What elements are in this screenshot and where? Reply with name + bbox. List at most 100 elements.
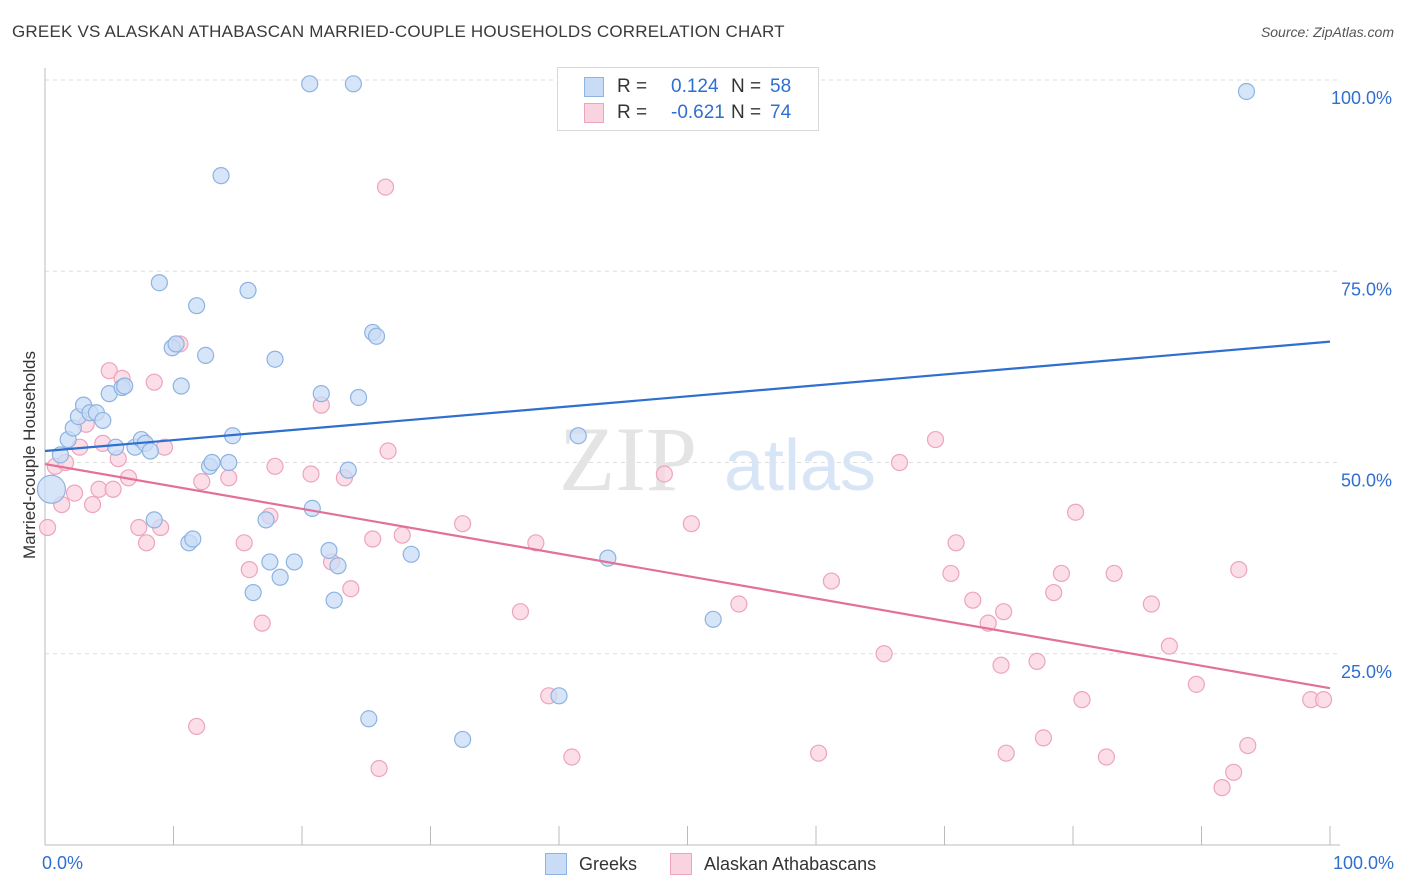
data-point (107, 438, 125, 456)
data-point (1142, 595, 1160, 613)
watermark-zip: ZIP (559, 408, 697, 510)
data-point (184, 530, 202, 548)
chart-title: GREEK VS ALASKAN ATHABASCAN MARRIED-COUP… (12, 22, 785, 41)
data-point (150, 274, 168, 292)
data-point (655, 465, 673, 483)
data-point (193, 473, 211, 491)
data-point (995, 603, 1013, 621)
data-point (197, 346, 215, 364)
n-value: 58 (770, 76, 792, 97)
legend-item-greeks[interactable]: Greeks (545, 852, 637, 876)
data-point (527, 534, 545, 552)
data-point (875, 645, 893, 663)
data-point (320, 541, 338, 560)
watermark-atlas: atlas (724, 426, 876, 506)
data-point (329, 557, 347, 575)
data-point (220, 469, 238, 487)
y-tick-label: 75.0% (1341, 279, 1392, 299)
data-point (342, 580, 360, 598)
data-point (1237, 82, 1256, 101)
y-tick-label: 50.0% (1341, 471, 1392, 491)
data-point (992, 656, 1010, 674)
y-axis-label: Married-couple Households (20, 351, 39, 559)
data-point (370, 759, 388, 778)
data-point (212, 167, 230, 185)
stats-legend: R = 0.124 N = 58 R = -0.621 N = 74 (557, 67, 819, 131)
data-point (1105, 564, 1123, 583)
data-point (550, 687, 568, 705)
data-point (266, 457, 284, 475)
data-point (235, 534, 253, 552)
alaskan-athabascans-trend-line (44, 462, 1331, 690)
data-point (1314, 691, 1333, 709)
y-tick-label: 25.0% (1341, 662, 1392, 682)
data-point (344, 75, 362, 93)
data-point (730, 595, 748, 613)
data-point (188, 297, 206, 315)
r-label: R = (617, 102, 648, 123)
data-point (1160, 637, 1178, 655)
data-point (301, 75, 319, 93)
r-label: R = (617, 76, 648, 97)
data-point (1034, 729, 1053, 747)
data-point (379, 442, 397, 460)
data-point (38, 518, 57, 537)
data-point (569, 427, 587, 445)
data-point (511, 603, 530, 621)
axes (44, 68, 1340, 846)
data-point (261, 553, 279, 571)
data-point (303, 499, 321, 517)
data-point (339, 461, 357, 479)
data-point (100, 362, 118, 380)
data-point (203, 453, 221, 472)
data-point (220, 453, 238, 472)
data-point (947, 534, 965, 552)
data-point (964, 591, 982, 609)
data-point (1230, 560, 1248, 579)
data-point (240, 560, 258, 579)
data-point (1225, 763, 1243, 781)
data-point (145, 511, 163, 529)
data-point (367, 327, 386, 345)
data-point (253, 614, 271, 632)
data-point (376, 178, 395, 196)
data-point (454, 730, 472, 749)
data-point (141, 442, 159, 460)
data-point (266, 350, 284, 368)
data-point (137, 534, 156, 552)
n-label: N = (731, 102, 762, 123)
greeks-trend-line (44, 340, 1331, 453)
data-point (312, 385, 330, 403)
data-point (890, 453, 909, 472)
data-point (393, 526, 411, 544)
data-point (244, 583, 262, 602)
data-point (145, 373, 163, 391)
data-point (563, 748, 581, 766)
legend-item-alaskan-athabascans[interactable]: Alaskan Athabascans (670, 852, 876, 876)
data-point (926, 430, 945, 449)
data-point (349, 388, 368, 407)
data-point (271, 568, 289, 586)
greeks-swatch (584, 77, 604, 97)
x-tick-label: 100.0% (1333, 853, 1394, 873)
r-value: 0.124 (671, 76, 719, 97)
data-point (1239, 736, 1257, 755)
data-point (1073, 691, 1091, 709)
data-point (1187, 675, 1205, 693)
data-point (1097, 748, 1116, 766)
data-point (942, 564, 960, 583)
data-point (65, 484, 84, 502)
data-point (116, 377, 134, 395)
source-label: Source: ZipAtlas.com (1260, 24, 1394, 40)
gridlines (45, 79, 1340, 655)
n-value: 74 (770, 102, 792, 123)
data-point (36, 474, 67, 504)
data-point (83, 495, 102, 514)
n-label: N = (731, 76, 762, 97)
data-point (997, 744, 1015, 762)
data-point (1052, 564, 1071, 583)
x-tick-label: 0.0% (42, 853, 83, 873)
trend-lines (44, 340, 1331, 690)
data-point (172, 377, 190, 395)
legend-label-alaskan-athabascans: Alaskan Athabascans (704, 853, 877, 874)
